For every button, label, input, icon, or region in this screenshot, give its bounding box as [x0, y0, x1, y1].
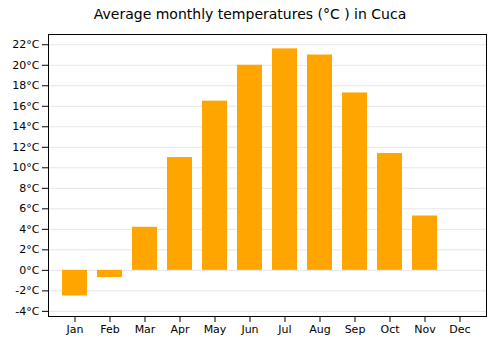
- svg-text:2°C: 2°C: [19, 243, 39, 256]
- svg-text:Feb: Feb: [100, 323, 119, 336]
- svg-text:20°C: 20°C: [12, 59, 39, 72]
- svg-text:Aug: Aug: [309, 323, 330, 336]
- svg-text:Nov: Nov: [414, 323, 436, 336]
- svg-text:0°C: 0°C: [19, 264, 39, 277]
- svg-text:Jul: Jul: [277, 323, 291, 336]
- svg-text:10°C: 10°C: [12, 161, 39, 174]
- svg-text:22°C: 22°C: [12, 38, 39, 51]
- svg-text:12°C: 12°C: [12, 141, 39, 154]
- svg-text:4°C: 4°C: [19, 223, 39, 236]
- svg-text:Dec: Dec: [449, 323, 470, 336]
- svg-text:Mar: Mar: [135, 323, 156, 336]
- svg-text:Oct: Oct: [380, 323, 400, 336]
- svg-text:-4°C: -4°C: [15, 305, 39, 318]
- svg-text:18°C: 18°C: [12, 79, 39, 92]
- svg-text:Jan: Jan: [66, 323, 84, 336]
- svg-text:14°C: 14°C: [12, 120, 39, 133]
- svg-text:Apr: Apr: [170, 323, 190, 336]
- svg-text:May: May: [204, 323, 227, 336]
- svg-text:8°C: 8°C: [19, 182, 39, 195]
- svg-text:6°C: 6°C: [19, 202, 39, 215]
- svg-text:Jun: Jun: [240, 323, 258, 336]
- svg-text:Sep: Sep: [345, 323, 366, 336]
- svg-text:16°C: 16°C: [12, 100, 39, 113]
- svg-text:-2°C: -2°C: [15, 284, 39, 297]
- html-text:Average monthly temperatures (: Average monthly temperatures (°C ) in Cu…: [93, 6, 407, 22]
